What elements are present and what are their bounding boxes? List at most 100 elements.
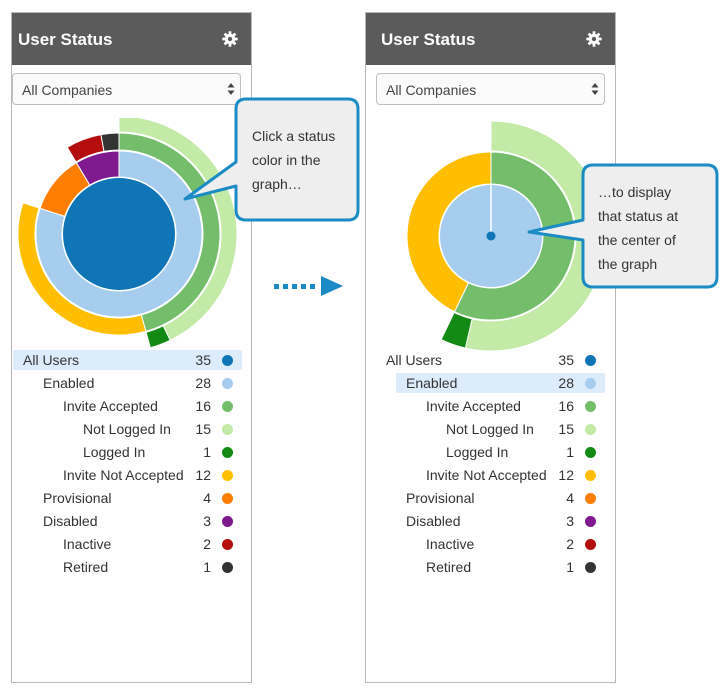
selected-row-highlight xyxy=(396,373,605,393)
callout-line: color in the xyxy=(252,152,321,168)
status-label: Retired xyxy=(426,559,472,575)
status-color-dot[interactable] xyxy=(222,516,233,527)
panel-header: User Status xyxy=(12,13,251,65)
segment-all-users[interactable] xyxy=(63,178,175,290)
status-row-inactive[interactable]: Inactive 2 xyxy=(12,533,251,556)
company-select-value: All Companies xyxy=(386,82,477,98)
callout-line: …to display xyxy=(598,184,672,200)
status-label: Disabled xyxy=(406,513,461,529)
status-color-dot[interactable] xyxy=(585,493,596,504)
status-count: 1 xyxy=(203,444,211,460)
status-color-dot[interactable] xyxy=(222,355,233,366)
callout-left xyxy=(183,97,360,222)
status-row-provisional[interactable]: Provisional 4 xyxy=(12,487,251,510)
status-count: 4 xyxy=(566,490,574,506)
status-color-dot[interactable] xyxy=(222,470,233,481)
status-row-invite-accepted[interactable]: Invite Accepted 16 xyxy=(366,395,615,418)
status-color-dot[interactable] xyxy=(585,447,596,458)
status-color-dot[interactable] xyxy=(585,562,596,573)
status-color-dot[interactable] xyxy=(222,493,233,504)
status-row-not-logged-in[interactable]: Not Logged In 15 xyxy=(12,418,251,441)
segment-retired[interactable] xyxy=(100,132,120,152)
status-row-provisional[interactable]: Provisional 4 xyxy=(366,487,615,510)
status-count: 15 xyxy=(195,421,211,437)
dotted-arrow-icon xyxy=(274,284,315,289)
segment-invite-not-accepted[interactable] xyxy=(17,202,147,336)
company-select-value: All Companies xyxy=(22,82,113,98)
status-color-dot[interactable] xyxy=(585,539,596,550)
status-count: 4 xyxy=(203,490,211,506)
status-label: All Users xyxy=(23,352,80,368)
user-status-panel-left: User Status All Companies All Users 35 E xyxy=(11,12,252,683)
status-label: Invite Accepted xyxy=(63,398,158,414)
segment-logged-in[interactable] xyxy=(145,325,171,349)
status-list: All Users 35 Enabled 28 Invite Accepted 16 Not… xyxy=(366,349,615,579)
status-count: 28 xyxy=(558,375,574,391)
status-row-invite-not-accepted[interactable]: Invite Not Accepted 12 xyxy=(12,464,251,487)
segment-disabled[interactable] xyxy=(75,150,120,186)
status-color-dot[interactable] xyxy=(222,378,233,389)
status-label: Disabled xyxy=(43,513,98,529)
status-color-dot[interactable] xyxy=(585,355,596,366)
status-row-all-users[interactable]: All Users 35 xyxy=(12,349,251,372)
status-row-invite-not-accepted[interactable]: Invite Not Accepted 12 xyxy=(366,464,615,487)
status-sunburst-chart[interactable] xyxy=(366,118,617,353)
status-count: 3 xyxy=(203,513,211,529)
callout-line: graph… xyxy=(252,176,302,192)
user-status-panel-right: User Status All Companies All Users 35 E xyxy=(365,12,616,683)
status-row-retired[interactable]: Retired 1 xyxy=(12,556,251,579)
panel-title: User Status xyxy=(18,30,113,49)
status-count: 2 xyxy=(203,536,211,552)
segment-logged-in[interactable] xyxy=(440,311,473,349)
status-label: Logged In xyxy=(83,444,146,460)
status-row-enabled[interactable]: Enabled 28 xyxy=(12,372,251,395)
gear-icon[interactable] xyxy=(222,31,238,47)
status-row-logged-in[interactable]: Logged In 1 xyxy=(12,441,251,464)
status-row-inactive[interactable]: Inactive 2 xyxy=(366,533,615,556)
segment-invite-not-accepted[interactable] xyxy=(406,151,492,313)
status-color-dot[interactable] xyxy=(222,562,233,573)
status-count: 1 xyxy=(203,559,211,575)
status-row-disabled[interactable]: Disabled 3 xyxy=(12,510,251,533)
status-color-dot[interactable] xyxy=(585,424,596,435)
status-label: Provisional xyxy=(406,490,475,506)
gear-icon[interactable] xyxy=(586,31,602,47)
status-count: 1 xyxy=(566,444,574,460)
company-select[interactable]: All Companies xyxy=(376,73,605,105)
status-label: Inactive xyxy=(426,536,475,552)
status-row-invite-accepted[interactable]: Invite Accepted 16 xyxy=(12,395,251,418)
status-row-all-users[interactable]: All Users 35 xyxy=(366,349,615,372)
status-label: Not Logged In xyxy=(83,421,171,437)
status-row-logged-in[interactable]: Logged In 1 xyxy=(366,441,615,464)
status-color-dot[interactable] xyxy=(585,401,596,412)
status-label: Provisional xyxy=(43,490,112,506)
callout-line: Click a status xyxy=(252,128,336,144)
status-count: 16 xyxy=(558,398,574,414)
callout-right-text: …to display that status at the center of… xyxy=(598,180,678,276)
status-color-dot[interactable] xyxy=(585,378,596,389)
status-label: Invite Not Accepted xyxy=(63,467,184,483)
status-row-retired[interactable]: Retired 1 xyxy=(366,556,615,579)
status-color-dot[interactable] xyxy=(222,539,233,550)
status-label: All Users xyxy=(386,352,443,368)
status-row-not-logged-in[interactable]: Not Logged In 15 xyxy=(366,418,615,441)
status-label: Retired xyxy=(63,559,109,575)
status-row-enabled[interactable]: Enabled 28 xyxy=(366,372,615,395)
status-label: Not Logged In xyxy=(446,421,534,437)
status-count: 16 xyxy=(195,398,211,414)
status-color-dot[interactable] xyxy=(585,470,596,481)
status-color-dot[interactable] xyxy=(222,447,233,458)
arrow-head-icon xyxy=(321,276,343,296)
status-color-dot[interactable] xyxy=(222,401,233,412)
status-count: 12 xyxy=(195,467,211,483)
callout-line: that status at xyxy=(598,208,679,224)
status-sunburst-chart[interactable] xyxy=(12,118,253,353)
segment-invite-accepted[interactable] xyxy=(453,151,576,321)
company-select[interactable]: All Companies xyxy=(12,73,241,105)
status-row-disabled[interactable]: Disabled 3 xyxy=(366,510,615,533)
callout-left-text: Click a status color in the graph… xyxy=(252,124,335,196)
segment-enabled[interactable] xyxy=(35,150,203,318)
status-color-dot[interactable] xyxy=(222,424,233,435)
status-color-dot[interactable] xyxy=(585,516,596,527)
select-arrows-icon xyxy=(591,83,599,95)
